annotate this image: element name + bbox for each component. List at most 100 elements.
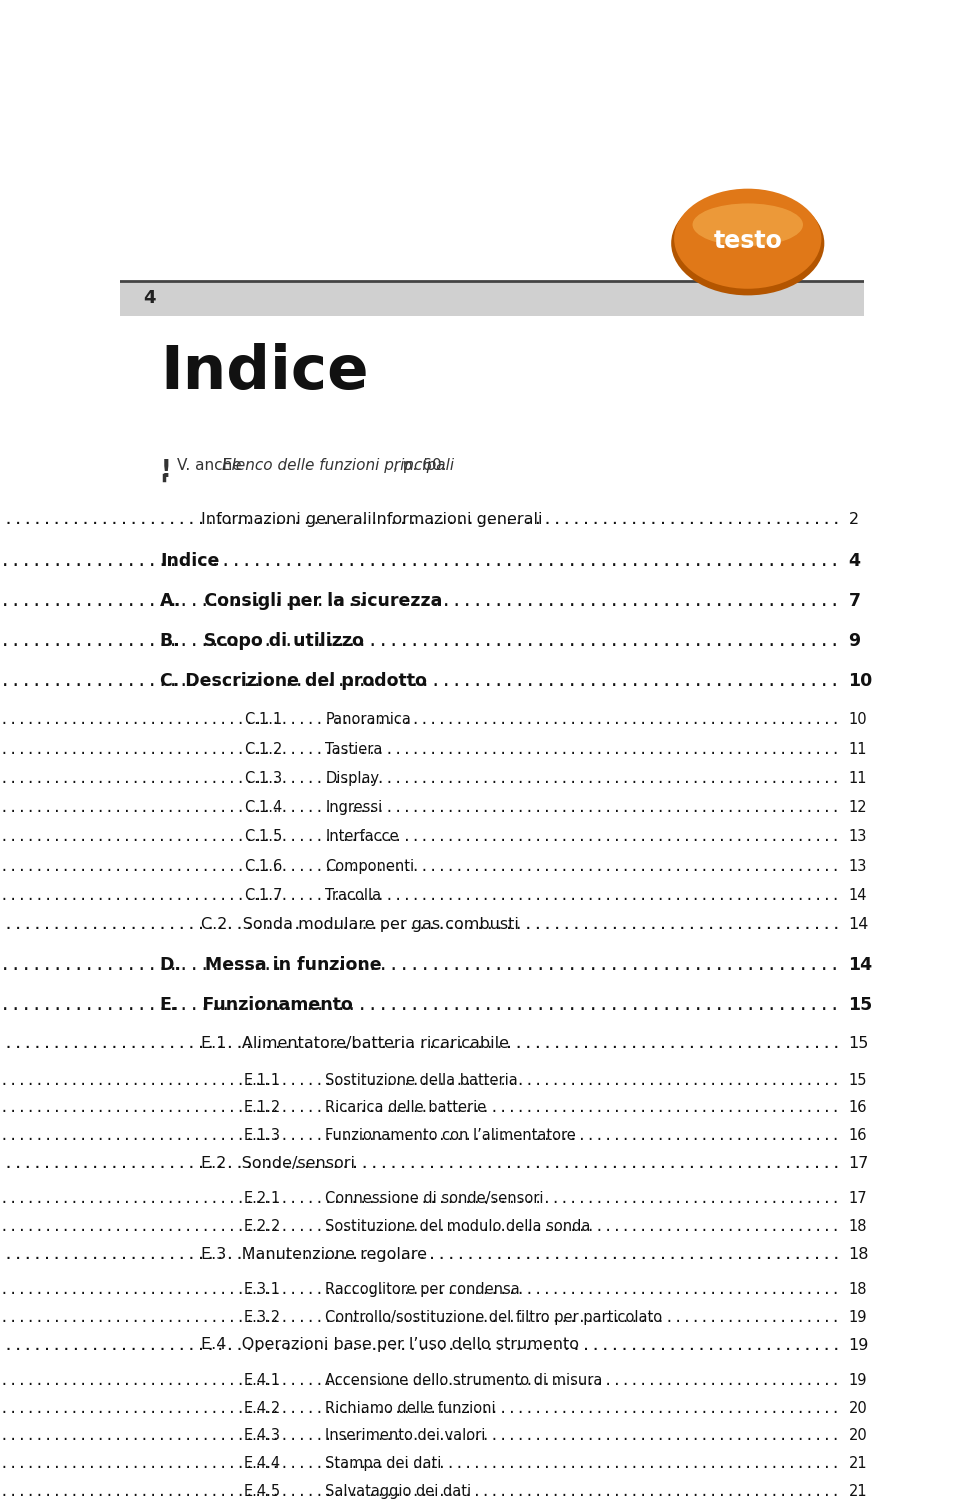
Text: E.4.1: E.4.1 (244, 1372, 281, 1387)
Text: ................................................................................: ........................................… (0, 1072, 841, 1087)
Text: E.4   Operazioni base per l’uso dello strumento: E.4 Operazioni base per l’uso dello stru… (202, 1338, 580, 1353)
Text: 7: 7 (849, 593, 860, 611)
Text: Salvataggio dei dati: Salvataggio dei dati (325, 1484, 471, 1499)
Text: 14: 14 (849, 917, 869, 932)
Text: 19: 19 (849, 1310, 867, 1326)
Text: 12: 12 (849, 801, 867, 814)
Text: 14: 14 (849, 888, 867, 903)
Text: ................................................................................: ........................................… (0, 673, 841, 691)
Text: Funzionamento con l’alimentatore: Funzionamento con l’alimentatore (325, 1128, 576, 1143)
Text: 19: 19 (849, 1372, 867, 1387)
Text: E.2.2: E.2.2 (244, 1218, 281, 1234)
Text: C. Descrizione del prodotto: C. Descrizione del prodotto (160, 673, 427, 691)
Text: 19: 19 (849, 1338, 869, 1353)
Text: E.    Funzionamento: E. Funzionamento (160, 995, 353, 1013)
Text: E.2   Sonde/sensori: E.2 Sonde/sensori (202, 1155, 355, 1170)
Text: Tastiera: Tastiera (325, 742, 383, 757)
Text: 21: 21 (849, 1457, 867, 1472)
Text: Richiamo delle funzioni: Richiamo delle funzioni (325, 1401, 496, 1416)
Text: E.4.2: E.4.2 (244, 1401, 281, 1416)
Text: 11: 11 (849, 771, 867, 786)
Text: 16: 16 (849, 1101, 867, 1116)
Text: Indice: Indice (160, 552, 220, 570)
Text: Controllo/sostituzione del filtro per particolato: Controllo/sostituzione del filtro per pa… (325, 1310, 662, 1326)
Text: 17: 17 (849, 1155, 869, 1170)
Text: Sostituzione della batteria: Sostituzione della batteria (325, 1072, 518, 1087)
Text: ................................................................................: ........................................… (0, 1155, 841, 1170)
Text: 10: 10 (849, 673, 873, 691)
Text: ................................................................................: ........................................… (0, 956, 841, 974)
Text: ................................................................................: ........................................… (0, 1218, 841, 1234)
Text: testo: testo (713, 229, 782, 253)
Text: Indice: Indice (160, 342, 369, 401)
Text: E.1.2: E.1.2 (244, 1101, 281, 1116)
Text: Sostituzione del modulo della sonda: Sostituzione del modulo della sonda (325, 1218, 590, 1234)
Text: ................................................................................: ........................................… (0, 1310, 841, 1326)
Text: , p. 60.: , p. 60. (393, 458, 446, 474)
Text: E.1.1: E.1.1 (244, 1072, 281, 1087)
Text: E.4.4: E.4.4 (244, 1457, 281, 1472)
Text: Accensione dello strumento di misura: Accensione dello strumento di misura (325, 1372, 603, 1387)
Text: ................................................................................: ........................................… (0, 712, 841, 727)
Text: E.4.3: E.4.3 (244, 1428, 281, 1443)
Text: Stampa dei dati: Stampa dei dati (325, 1457, 442, 1472)
Text: 18: 18 (849, 1282, 867, 1297)
Text: ................................................................................: ........................................… (0, 1372, 841, 1387)
Text: V. anche: V. anche (178, 458, 247, 474)
Text: ................................................................................: ........................................… (0, 1282, 841, 1297)
Text: Interfacce: Interfacce (325, 829, 399, 844)
Text: 4: 4 (849, 552, 860, 570)
Text: C.1.6: C.1.6 (244, 858, 282, 873)
Text: E.3.1: E.3.1 (244, 1282, 281, 1297)
Text: C.1.1: C.1.1 (244, 712, 282, 727)
Text: ................................................................................: ........................................… (0, 1484, 841, 1499)
Text: Componenti: Componenti (325, 858, 415, 873)
Text: ................................................................................: ........................................… (0, 552, 841, 570)
Text: ................................................................................: ........................................… (0, 1191, 841, 1206)
Text: E.2.1: E.2.1 (244, 1191, 281, 1206)
Ellipse shape (674, 188, 822, 288)
Text: ................................................................................: ........................................… (0, 917, 841, 932)
Text: 13: 13 (849, 858, 867, 873)
Text: ................................................................................: ........................................… (0, 593, 841, 611)
Text: Panoramica: Panoramica (325, 712, 411, 727)
Ellipse shape (671, 192, 825, 296)
Text: Raccoglitore per condensa: Raccoglitore per condensa (325, 1282, 520, 1297)
Text: Tracolla: Tracolla (325, 888, 381, 903)
Text: 15: 15 (849, 1072, 867, 1087)
Text: ................................................................................: ........................................… (0, 858, 841, 873)
Text: D.    Messa in funzione: D. Messa in funzione (160, 956, 382, 974)
Ellipse shape (692, 204, 803, 246)
Text: ................................................................................: ........................................… (0, 1401, 841, 1416)
Text: C.1.5: C.1.5 (244, 829, 282, 844)
Text: 14: 14 (849, 956, 873, 974)
Text: Ricarica delle batterie: Ricarica delle batterie (325, 1101, 487, 1116)
Text: E.3.2: E.3.2 (244, 1310, 281, 1326)
Text: E.1   Alimentatore/batteria ricaricabile: E.1 Alimentatore/batteria ricaricabile (202, 1036, 510, 1051)
Text: Informazioni generaliInformazioni generali: Informazioni generaliInformazioni genera… (202, 513, 542, 528)
Text: Ingressi: Ingressi (325, 801, 383, 814)
Bar (120, 280, 864, 315)
Text: 18: 18 (849, 1218, 867, 1234)
Text: E.1.3: E.1.3 (244, 1128, 281, 1143)
Text: 2: 2 (849, 513, 858, 528)
Text: 4: 4 (143, 290, 156, 308)
Text: !: ! (160, 458, 171, 483)
Text: 9: 9 (849, 632, 860, 650)
Text: Display: Display (325, 771, 379, 786)
Text: 13: 13 (849, 829, 867, 844)
Text: ................................................................................: ........................................… (0, 632, 841, 650)
Text: ................................................................................: ........................................… (0, 888, 841, 903)
Text: ................................................................................: ........................................… (0, 995, 841, 1013)
Text: 11: 11 (849, 742, 867, 757)
Text: C.1.2: C.1.2 (244, 742, 282, 757)
Text: ................................................................................: ........................................… (0, 1428, 841, 1443)
Text: ................................................................................: ........................................… (0, 1036, 841, 1051)
Text: 17: 17 (849, 1191, 867, 1206)
Text: ................................................................................: ........................................… (0, 1247, 841, 1262)
Text: ................................................................................: ........................................… (0, 1101, 841, 1116)
Text: 10: 10 (849, 712, 867, 727)
Text: B.    Scopo di utilizzo: B. Scopo di utilizzo (160, 632, 364, 650)
Text: ................................................................................: ........................................… (0, 1128, 841, 1143)
Text: ................................................................................: ........................................… (0, 801, 841, 814)
